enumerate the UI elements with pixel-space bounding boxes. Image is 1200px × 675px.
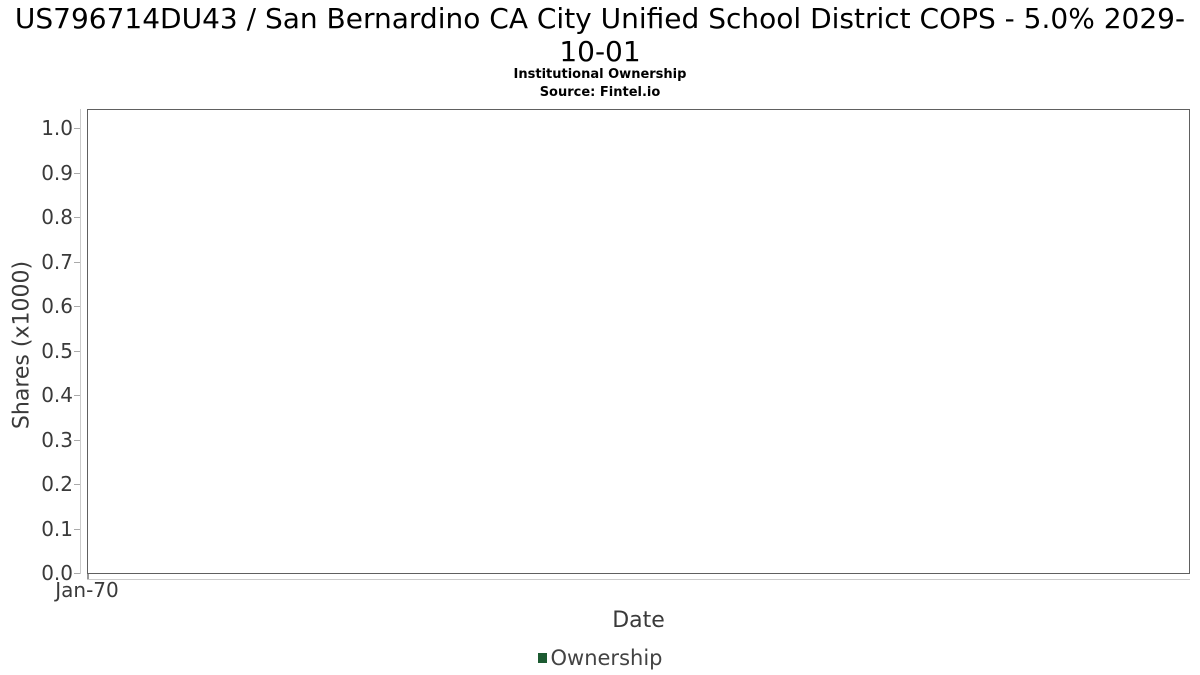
x-tick-mark [87,574,89,579]
y-tick-label: 0.5 [41,338,73,363]
y-tick-mark [74,350,80,352]
y-tick-mark [74,172,80,174]
y-tick-mark [74,395,80,396]
y-tick-label: 0.9 [41,160,73,185]
legend-item-ownership[interactable]: Ownership [537,646,663,670]
y-tick-mark [74,217,80,218]
chart-subtitle: Institutional Ownership [513,67,687,82]
plot-area [87,109,1190,574]
y-tick-label: 0.4 [41,383,73,407]
y-axis-line [80,109,81,574]
chart-source: Source: Fintel.io [539,85,661,100]
y-tick-mark [74,261,80,263]
y-tick-mark [74,484,80,485]
y-tick-label: 0.8 [41,205,73,229]
legend: Ownership [0,646,1200,670]
y-tick-label: 0.0 [41,561,73,585]
y-tick-mark [74,128,80,129]
y-tick-mark [74,573,80,574]
y-tick-mark [74,306,80,307]
y-tick-label: 0.1 [41,516,73,541]
chart-title-line2: 10-01 [559,35,641,68]
x-axis-label: Date [612,608,665,633]
y-tick-label: 0.2 [41,472,73,496]
y-tick-label: 0.6 [41,294,73,318]
x-tick-label: Jan-70 [55,578,119,602]
chart-title: US796714DU43 / San Bernardino CA City Un… [0,2,1200,68]
y-tick-label: 0.7 [41,249,73,274]
legend-marker-square-icon [537,653,547,663]
y-tick-mark [74,439,80,441]
x-axis-line [87,579,1190,580]
y-tick-label: 1.0 [41,116,73,140]
y-tick-mark [74,528,80,530]
legend-label: Ownership [550,646,663,670]
y-tick-label: 0.3 [41,427,73,452]
chart-title-line1: US796714DU43 / San Bernardino CA City Un… [14,2,1186,35]
